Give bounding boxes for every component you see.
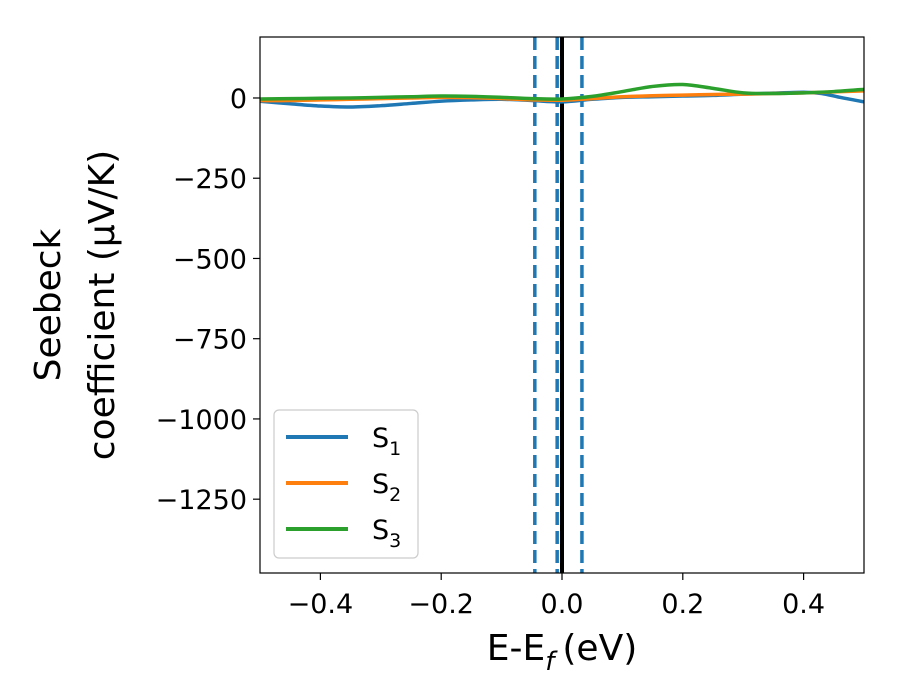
y-axis-label-line1: Seebeck [28,228,69,381]
y-tick-label: 0 [230,84,247,115]
x-tick-label: 0.0 [541,589,584,620]
y-tick-label: −500 [173,244,247,275]
plot-area [260,37,864,573]
y-tick-label: −750 [173,325,247,356]
x-axis-label: E-Ef (eV) [487,628,638,677]
legend: S1 S2 S3 [273,409,419,559]
legend-label-s2: S2 [372,469,401,506]
y-axis-label-line2: coefficient (μV/K) [82,150,123,460]
x-tick-label: 0.2 [661,589,704,620]
y-tick-label: −1250 [156,485,247,516]
y-axis-label: Seebeck coefficient (μV/K) [28,150,123,460]
x-tick-label: −0.2 [408,589,474,620]
legend-label-s3: S3 [372,515,401,552]
y-tick-label: −1000 [156,405,247,436]
legend-label-s1: S1 [372,423,401,460]
y-tick-label: −250 [173,164,247,195]
x-tick-label: −0.4 [288,589,354,620]
x-tick-label: 0.4 [782,589,825,620]
series-line-s3 [260,82,864,101]
